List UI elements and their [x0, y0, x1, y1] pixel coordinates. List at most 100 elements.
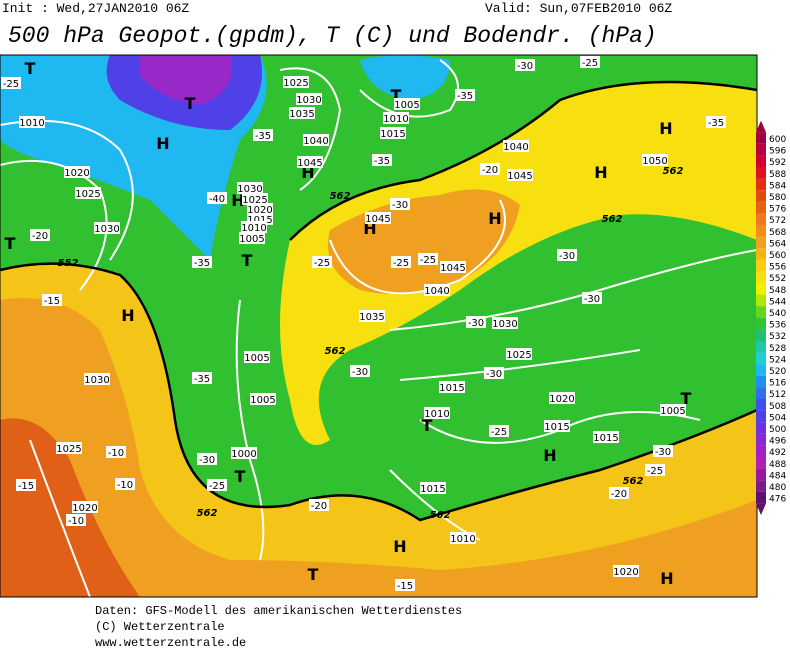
pressure-center: T: [391, 86, 402, 105]
temperature-label: -15: [18, 481, 34, 492]
isobar-label: 1015: [420, 484, 445, 495]
isobar-label: 1005: [660, 406, 685, 417]
colorbar-swatch: [756, 143, 766, 156]
colorbar-label: 548: [769, 286, 786, 296]
temperature-label-box: [557, 249, 577, 261]
isobar-label: 1040: [424, 286, 449, 297]
isobar-label-box: [440, 261, 466, 273]
isobar-label-box: [420, 482, 446, 494]
isobar-label: 1010: [383, 114, 408, 125]
temperature-label-box: [580, 56, 600, 68]
temperature-label-box: [207, 479, 227, 491]
isobar-label: 1005: [244, 353, 269, 364]
temperature-label: -35: [374, 156, 390, 167]
isobar-label: 1005: [394, 100, 419, 111]
isobar-label: 1045: [365, 214, 390, 225]
colorbar-swatch: [756, 352, 766, 365]
isobar-label: 1020: [247, 205, 272, 216]
pressure-center: T: [235, 467, 246, 486]
colorbar-swatch: [756, 433, 766, 446]
pressure-center: T: [681, 389, 692, 408]
temperature-label-box: [395, 579, 415, 591]
temperature-label: -25: [491, 427, 507, 438]
isobar-label-box: [506, 348, 532, 360]
temperature-label-box: [515, 59, 535, 71]
contour-label: 562: [602, 214, 623, 225]
isobar-label-box: [56, 442, 82, 454]
pressure-center: H: [231, 191, 244, 210]
isobar-label-box: [359, 310, 385, 322]
temperature-label: -30: [584, 294, 600, 305]
temperature-label-box: [480, 163, 500, 175]
temperature-label-box: [484, 367, 504, 379]
cold-region-2: [360, 55, 450, 100]
colorbar-swatch: [756, 317, 766, 330]
colorbar-swatch: [756, 213, 766, 225]
colorbar-swatch: [756, 387, 766, 399]
isobar-label-box: [247, 203, 273, 215]
isobar-label-box: [289, 107, 315, 119]
temperature-label-box: [30, 229, 50, 241]
isobar-label-box: [297, 156, 323, 168]
isobar-label-box: [450, 532, 476, 544]
isobar-label: 1005: [250, 395, 275, 406]
temperature-label-box: [418, 253, 438, 265]
temperature-label-box: [466, 316, 486, 328]
temperature-label: -30: [517, 61, 533, 72]
isobar-label: 1015: [439, 383, 464, 394]
colorbar-label: 544: [769, 297, 786, 307]
isobar-label-box: [424, 407, 450, 419]
isobar-label: 1015: [380, 129, 405, 140]
colorbar-swatch: [756, 375, 766, 388]
isobar-label-box: [380, 127, 406, 139]
temperature-label: -30: [559, 251, 575, 262]
isobar-label-box: [642, 154, 668, 166]
temperature-label-box: [253, 129, 273, 141]
isobar-label-box: [239, 232, 265, 244]
colorbar-label: 508: [769, 402, 786, 412]
temperature-label-box: [653, 445, 673, 457]
warm-region: [0, 263, 757, 597]
isobar-label-box: [507, 169, 533, 181]
colorbar-swatch: [756, 201, 766, 214]
temperature-label: -30: [655, 447, 671, 458]
contour-label: 562: [430, 510, 451, 521]
isobar-label: 1030: [492, 319, 517, 330]
colorbar-label: 524: [769, 355, 786, 365]
temperature-label: -35: [194, 258, 210, 269]
isobar-label: 1010: [19, 118, 44, 129]
isobar-label-box: [231, 447, 257, 459]
colorbar-swatch: [756, 341, 766, 353]
isobar-label-box: [365, 212, 391, 224]
colorbar-label: 564: [769, 239, 786, 249]
colorbar-label: 496: [769, 437, 786, 447]
isobar-label: 1000: [231, 449, 256, 460]
temperature-label: -15: [44, 296, 60, 307]
colorbar-swatch: [756, 364, 766, 376]
temperature-label: -20: [32, 231, 48, 242]
pressure-center: T: [185, 94, 196, 113]
colorbar-swatch: [756, 236, 766, 249]
isobar-label-box: [660, 404, 686, 416]
map: [0, 54, 758, 598]
pressure-center: T: [5, 234, 16, 253]
contour-label: 562: [623, 476, 644, 487]
temperature-label: -25: [393, 258, 409, 269]
contour-label: 562: [197, 508, 218, 519]
isobar-label: 1045: [507, 171, 532, 182]
isobar-label-box: [19, 116, 45, 128]
temperature-label: -35: [194, 374, 210, 385]
isobar-label: 1040: [503, 142, 528, 153]
isobar-label-box: [439, 381, 465, 393]
colorbar-label: 556: [769, 263, 786, 273]
isobar-label: 1045: [440, 263, 465, 274]
pressure-center: H: [121, 306, 134, 325]
colorbar-label: 512: [769, 390, 786, 400]
colorbar-swatch: [756, 167, 766, 179]
temperature-label: -10: [68, 516, 84, 527]
isobar-label: 1015: [247, 215, 272, 226]
isobar-label-box: [296, 93, 322, 105]
isobar-label-box: [244, 351, 270, 363]
